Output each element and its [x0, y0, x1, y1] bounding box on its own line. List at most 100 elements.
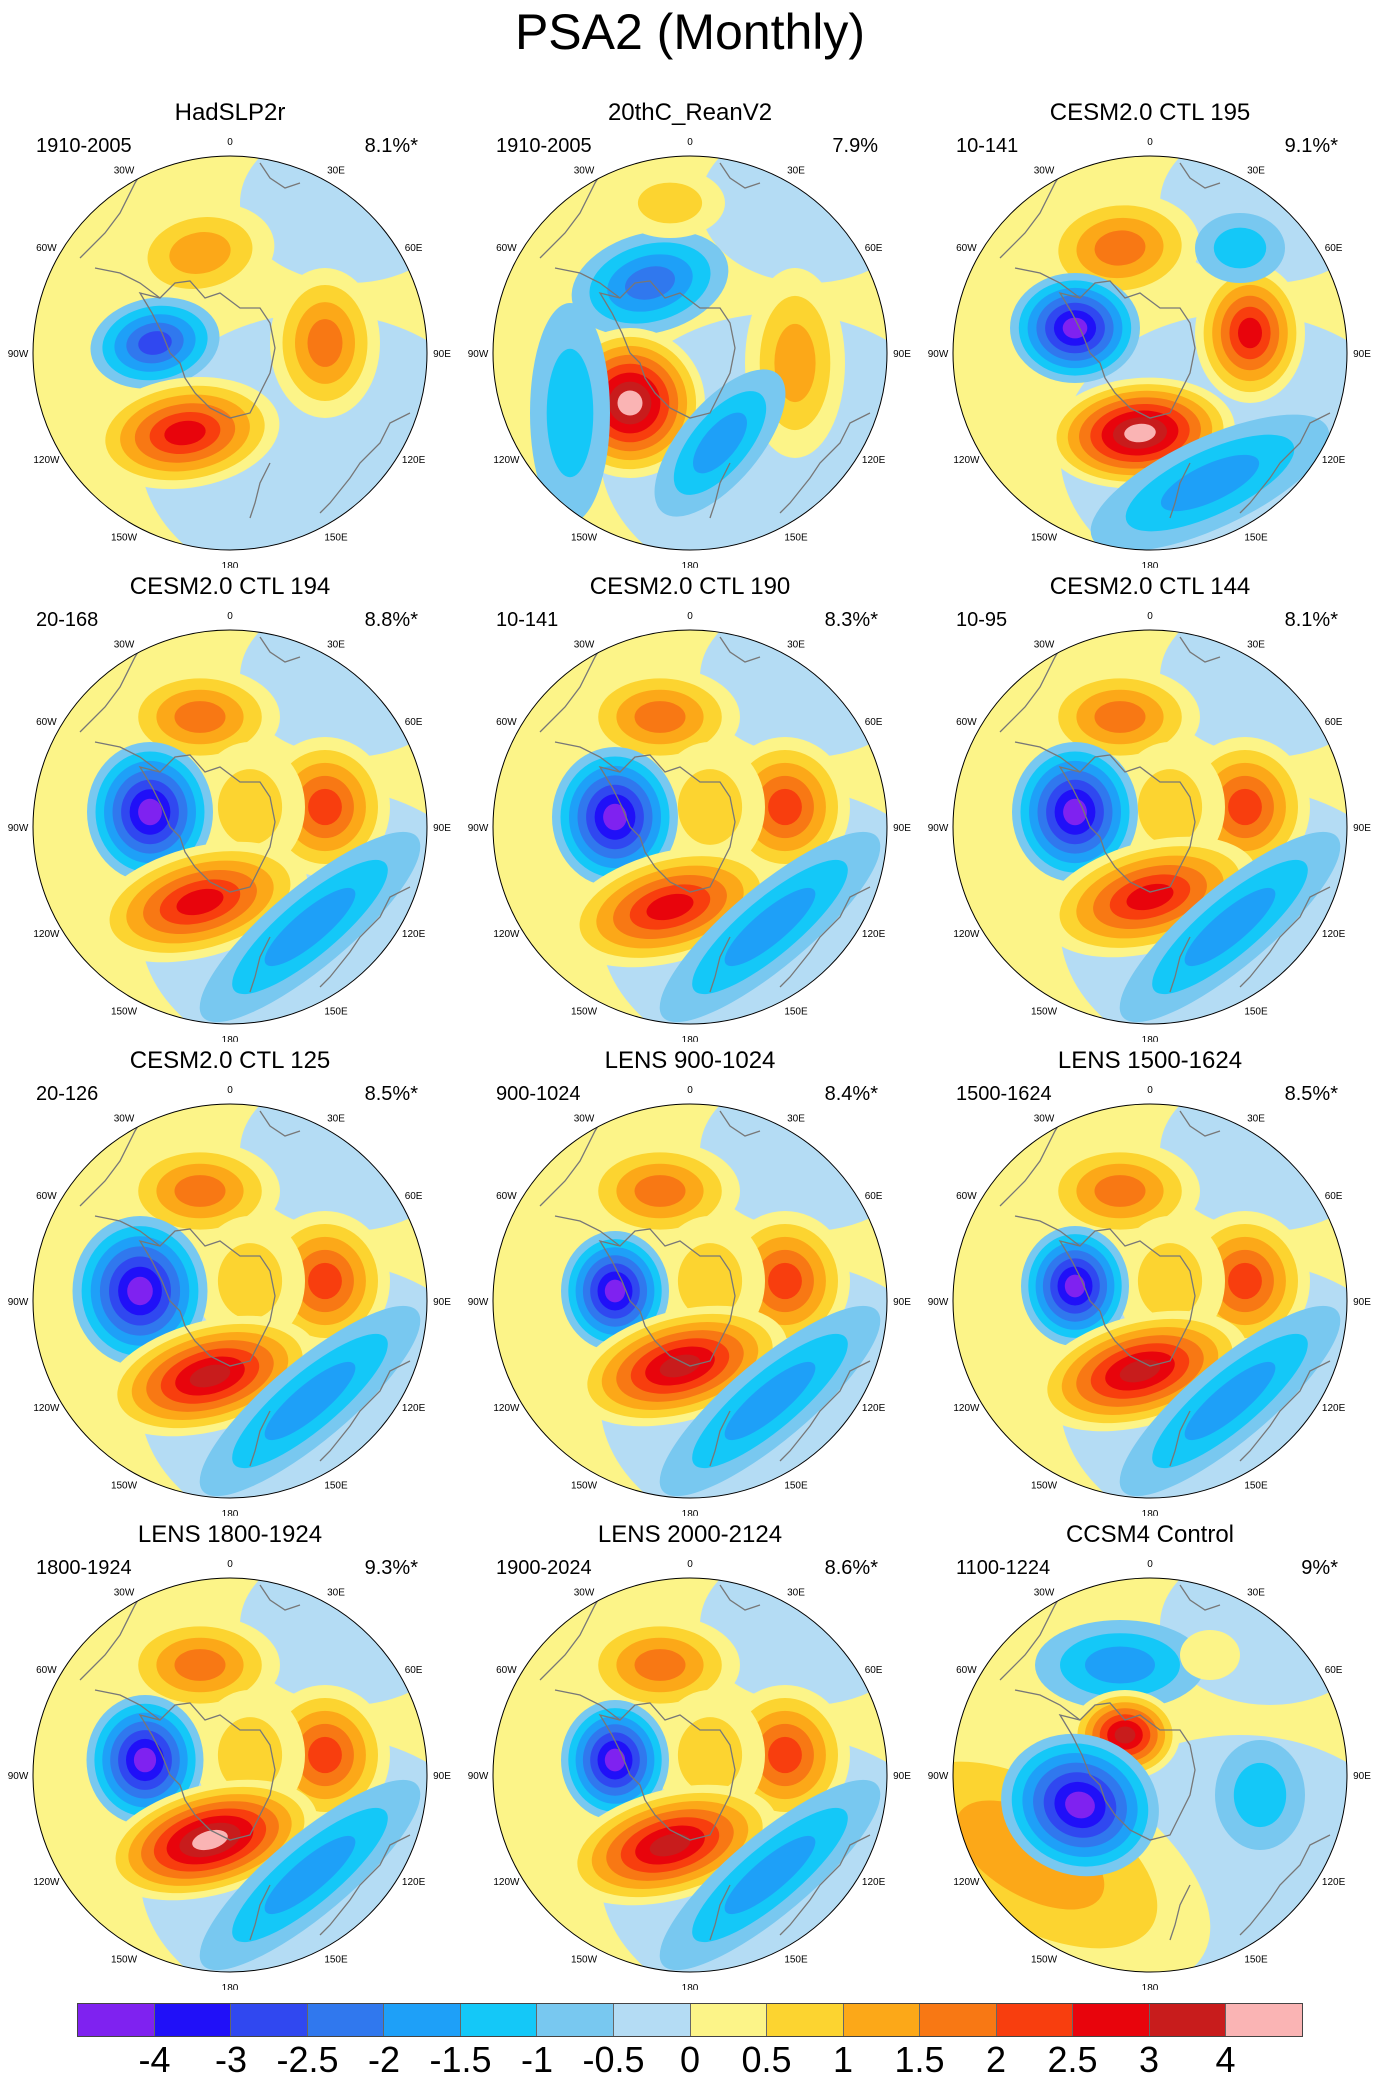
coastline	[779, 1360, 871, 1462]
colorbar-tick-label: 4	[1215, 2039, 1236, 2080]
longitude-label: 90E	[1353, 823, 1371, 834]
coastline	[709, 1410, 731, 1467]
coastline	[1014, 267, 1081, 299]
colorbar-tick-label: 2.5	[1047, 2039, 1098, 2080]
longitude-label: 150E	[324, 533, 348, 544]
longitude-label: 90E	[893, 1771, 911, 1782]
coastline	[779, 412, 871, 514]
map-border	[492, 1103, 888, 1499]
panel-variance: 8.5%*	[364, 1083, 418, 1105]
panel-variance: 9%*	[1301, 1557, 1338, 1579]
longitude-label: 90W	[468, 1771, 489, 1782]
contour-band	[217, 1717, 283, 1793]
panel-title: CESM2.0 CTL 190	[589, 573, 791, 600]
colorbar-tick-label: 0	[679, 2039, 701, 2080]
longitude-label: 180	[1142, 1509, 1159, 1516]
longitude-label: 60W	[956, 1665, 977, 1676]
contour-band	[264, 1361, 356, 1441]
longitude-label: 30E	[1247, 1587, 1265, 1598]
coastline	[709, 462, 731, 519]
map-panel: 20thC_ReanV2 1910-2005 7.9% 0 30E 60E 90E 120E 1…	[460, 98, 920, 568]
polar-map: 0 30E 60E 90E 120E 150E 180 150W 120W 90W 60W 30W	[928, 1086, 1372, 1516]
map-panel: LENS 900-1024 900-1024 8.4%* 0 30E 60E 90E 120E…	[460, 1046, 920, 1516]
longitude-label: 60E	[1325, 717, 1343, 728]
panel-title: LENS 2000-2124	[597, 1521, 783, 1548]
panel-title: 20thC_ReanV2	[607, 99, 773, 126]
contour-band	[604, 1748, 626, 1772]
longitude-label: 60E	[865, 717, 883, 728]
longitude-label: 150W	[111, 1955, 138, 1966]
longitude-label: 30W	[1034, 1113, 1055, 1124]
longitude-label: 120W	[953, 455, 980, 466]
longitude-label: 0	[1147, 138, 1153, 148]
longitude-label: 120W	[953, 929, 980, 940]
colorbar-swatch	[690, 2004, 768, 2036]
longitude-label: 90E	[433, 1297, 451, 1308]
longitude-label: 0	[687, 1560, 693, 1570]
longitude-label: 120E	[862, 929, 886, 940]
contour-band	[1085, 1646, 1155, 1684]
longitude-label: 90E	[893, 349, 911, 360]
longitude-label: 0	[227, 1560, 233, 1570]
panel-variance: 8.4%*	[824, 1083, 878, 1105]
colorbar-swatch	[843, 2004, 921, 2036]
longitude-label: 0	[1147, 1086, 1153, 1096]
coastline	[138, 1228, 276, 1367]
longitude-label: 60E	[1325, 243, 1343, 254]
panel-variance: 8.3%*	[824, 609, 878, 631]
coastline	[1179, 162, 1221, 189]
coastline	[94, 1215, 161, 1247]
longitude-label: 180	[682, 1983, 699, 1990]
longitude-label: 60E	[405, 243, 423, 254]
longitude-label: 150W	[111, 1481, 138, 1492]
longitude-label: 60W	[496, 1191, 517, 1202]
colorbar-tick-label: 0.5	[741, 2039, 792, 2080]
longitude-label: 150W	[571, 533, 598, 544]
map-border	[32, 1577, 428, 1973]
contour-band	[189, 1364, 231, 1388]
colorbar-swatch	[613, 2004, 691, 2036]
panel-period: 10-95	[956, 609, 1008, 631]
map-border	[952, 629, 1348, 1025]
longitude-label: 90W	[468, 1297, 489, 1308]
longitude-label: 60E	[405, 1665, 423, 1676]
map-border	[32, 155, 428, 551]
longitude-label: 150W	[571, 1481, 598, 1492]
contour-band	[625, 266, 675, 300]
polar-map: 0 30E 60E 90E 120E 150E 180 150W 120W 90W 60W 30W	[928, 612, 1372, 1042]
coastline	[94, 741, 161, 773]
contour-band	[169, 232, 231, 274]
longitude-label: 60W	[956, 717, 977, 728]
longitude-label: 150W	[1031, 1955, 1058, 1966]
longitude-label: 0	[687, 612, 693, 622]
colorbar-swatch	[384, 2004, 461, 2036]
longitude-label: 30W	[574, 165, 595, 176]
coastline	[1239, 412, 1331, 514]
contour-band	[646, 893, 694, 921]
panel-period: 900-1024	[496, 1083, 581, 1105]
longitude-label: 60W	[496, 1665, 517, 1676]
longitude-label: 90E	[433, 1771, 451, 1782]
longitude-label: 180	[682, 1035, 699, 1042]
longitude-label: 60E	[865, 243, 883, 254]
coastline	[719, 1584, 761, 1611]
contour-band	[768, 788, 802, 826]
longitude-label: 120W	[33, 1403, 60, 1414]
longitude-label: 30E	[1247, 1113, 1265, 1124]
panel-title: LENS 900-1024	[604, 1047, 776, 1074]
contour-band	[634, 1649, 686, 1681]
longitude-label: 0	[1147, 612, 1153, 622]
longitude-label: 60W	[496, 243, 517, 254]
coastline	[1239, 1360, 1331, 1462]
coastline	[554, 267, 621, 299]
coastline	[138, 280, 276, 419]
contour-band	[1228, 788, 1262, 826]
coastline	[709, 936, 731, 993]
coastline	[554, 1689, 621, 1721]
longitude-label: 180	[682, 561, 699, 568]
contour-band	[1184, 887, 1276, 967]
map-border	[492, 155, 888, 551]
longitude-label: 120E	[1322, 929, 1346, 940]
polar-map: 0 30E 60E 90E 120E 150E 180 150W 120W 90W 60W 30W	[468, 612, 912, 1042]
contour-band	[1126, 883, 1174, 911]
